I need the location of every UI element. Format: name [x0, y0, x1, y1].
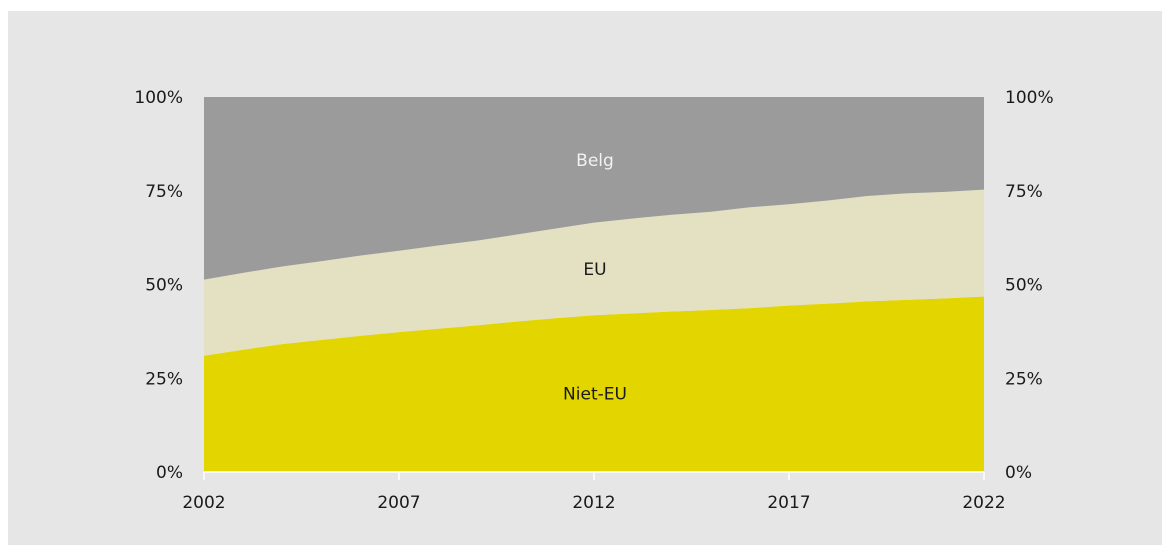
y-tick-left: 25% [145, 369, 183, 389]
area-layers [204, 97, 984, 472]
x-tick-label: 2017 [767, 493, 810, 513]
y-tick-right: 50% [1005, 276, 1043, 296]
x-tick-label: 2007 [377, 493, 420, 513]
x-tick-label: 2022 [962, 493, 1005, 513]
series-label-niet-eu: Niet-EU [563, 385, 627, 405]
series-label-belg: Belg [576, 151, 614, 171]
y-tick-right: 25% [1005, 369, 1043, 389]
y-tick-left: 75% [145, 182, 183, 202]
y-tick-left: 50% [145, 276, 183, 296]
y-tick-right: 0% [1005, 463, 1032, 483]
series-labels: Niet-EU EU Belg [563, 151, 627, 405]
y-axis-right: 0% 25% 50% 75% 100% [1005, 88, 1054, 483]
area-belg [204, 97, 984, 280]
area-niet-eu [204, 296, 984, 472]
x-tick-label: 2012 [572, 493, 615, 513]
y-tick-right: 75% [1005, 182, 1043, 202]
y-tick-left: 0% [156, 463, 183, 483]
y-axis-left: 0% 25% 50% 75% 100% [134, 88, 183, 483]
x-axis: 2002 2007 2012 2017 2022 [182, 471, 1006, 513]
y-tick-left: 100% [134, 88, 183, 108]
series-label-eu: EU [583, 260, 606, 280]
y-tick-right: 100% [1005, 88, 1054, 108]
x-tick-label: 2002 [182, 493, 225, 513]
area-eu [204, 189, 984, 356]
